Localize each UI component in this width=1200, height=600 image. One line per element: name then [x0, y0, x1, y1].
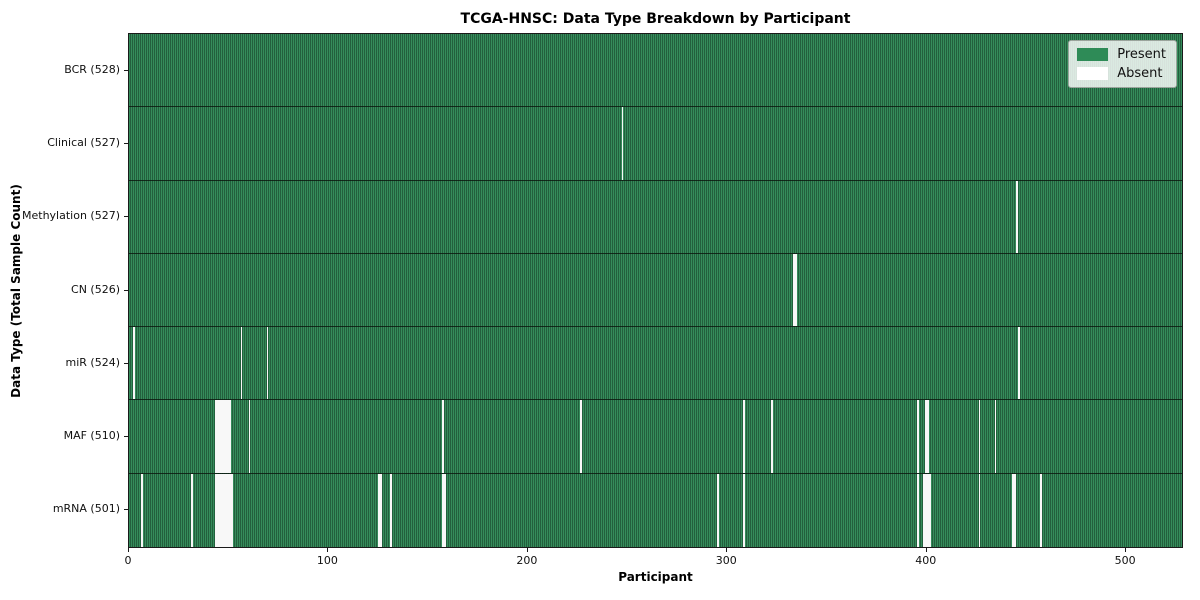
heatmap-row-maf [129, 400, 1182, 474]
absent-stripe [220, 400, 223, 473]
x-tick-label: 200 [516, 554, 538, 567]
y-tick-label: mRNA (501) [52, 502, 120, 516]
absent-stripe [922, 473, 925, 547]
x-tick-label: 0 [124, 554, 132, 567]
heatmap-row-bcr [129, 34, 1182, 108]
heatmap-row-mrna [129, 473, 1182, 547]
y-tick-label: Methylation (527) [22, 209, 120, 223]
absent-stripe [228, 473, 231, 547]
legend-swatch-absent [1077, 67, 1109, 80]
absent-stripe [230, 473, 233, 547]
y-tick-mark [124, 362, 128, 364]
chart-title: TCGA-HNSC: Data Type Breakdown by Partic… [460, 11, 851, 27]
absent-stripe [994, 400, 997, 473]
y-tick-label: miR (524) [65, 355, 121, 369]
y-tick-label: BCR (528) [64, 62, 120, 76]
y-tick-mark [124, 436, 128, 438]
heatmap-row-methylation [129, 180, 1182, 254]
y-tick-mark [124, 509, 128, 511]
absent-stripe [928, 473, 931, 547]
x-tick-label: 300 [715, 554, 737, 567]
absent-stripe [224, 400, 227, 473]
heatmap-row-clinical [129, 107, 1182, 181]
absent-stripe [132, 327, 135, 400]
absent-stripe [916, 400, 919, 473]
plot-area: Present Absent [128, 33, 1183, 548]
absent-stripe [978, 473, 981, 547]
legend-item-absent: Absent [1077, 67, 1166, 80]
absent-stripe [140, 473, 143, 547]
absent-stripe [743, 473, 746, 547]
y-tick-label: MAF (510) [63, 429, 120, 443]
absent-stripe [1012, 473, 1015, 547]
absent-stripe [1018, 327, 1021, 400]
absent-stripe [220, 473, 223, 547]
absent-stripe [390, 473, 393, 547]
absent-stripe [1016, 180, 1019, 253]
absent-stripe [222, 473, 225, 547]
absent-stripe [444, 473, 446, 547]
absent-stripe [380, 473, 383, 547]
legend-swatch-present [1077, 48, 1109, 61]
x-tick-mark [1125, 548, 1127, 552]
absent-stripe [442, 400, 444, 473]
absent-stripe [218, 400, 221, 473]
y-tick-label: Clinical (527) [47, 135, 120, 149]
absent-stripe [795, 253, 797, 327]
y-tick-mark [124, 216, 128, 218]
absent-stripe [1014, 473, 1017, 547]
x-tick-label: 100 [316, 554, 338, 567]
y-tick-mark [124, 289, 128, 291]
x-tick-mark [327, 548, 329, 552]
x-tick-mark [726, 548, 728, 552]
absent-stripe [226, 473, 229, 547]
x-tick-mark [925, 548, 927, 552]
absent-stripe [924, 400, 927, 473]
absent-stripe [266, 327, 269, 400]
x-tick-label: 400 [915, 554, 937, 567]
absent-stripe [916, 473, 919, 547]
absent-stripe [717, 473, 720, 547]
absent-stripe [926, 400, 929, 473]
legend: Present Absent [1068, 40, 1177, 88]
absent-stripe [228, 400, 231, 473]
x-tick-label: 500 [1114, 554, 1136, 567]
absent-stripe [224, 473, 227, 547]
absent-stripe [378, 473, 381, 547]
y-tick-label: CN (526) [71, 282, 120, 296]
absent-stripe [216, 400, 219, 473]
absent-stripe [248, 400, 251, 473]
absent-stripe [926, 473, 929, 547]
absent-stripe [978, 400, 981, 473]
x-tick-mark [128, 548, 129, 552]
absent-stripe [579, 400, 582, 473]
absent-stripe [214, 400, 217, 473]
absent-stripe [743, 400, 746, 473]
absent-stripe [924, 473, 927, 547]
absent-stripe [190, 473, 193, 547]
heatmap-row-mir [129, 327, 1182, 401]
y-tick-mark [124, 69, 128, 71]
x-axis-label: Participant [618, 570, 693, 584]
absent-stripe [214, 473, 217, 547]
legend-label-present: Present [1117, 47, 1166, 62]
absent-stripe [222, 400, 225, 473]
absent-stripe [793, 253, 795, 327]
heatmap-row-cn [129, 253, 1182, 328]
absent-stripe [442, 473, 444, 547]
absent-stripe [226, 400, 229, 473]
x-tick-mark [526, 548, 528, 552]
absent-stripe [218, 473, 221, 547]
legend-label-absent: Absent [1117, 66, 1163, 81]
legend-item-present: Present [1077, 48, 1166, 61]
y-tick-mark [124, 142, 128, 144]
absent-stripe [621, 107, 624, 180]
absent-stripe [771, 400, 773, 473]
absent-stripe [240, 327, 243, 400]
absent-stripe [216, 473, 219, 547]
absent-stripe [1040, 473, 1043, 547]
